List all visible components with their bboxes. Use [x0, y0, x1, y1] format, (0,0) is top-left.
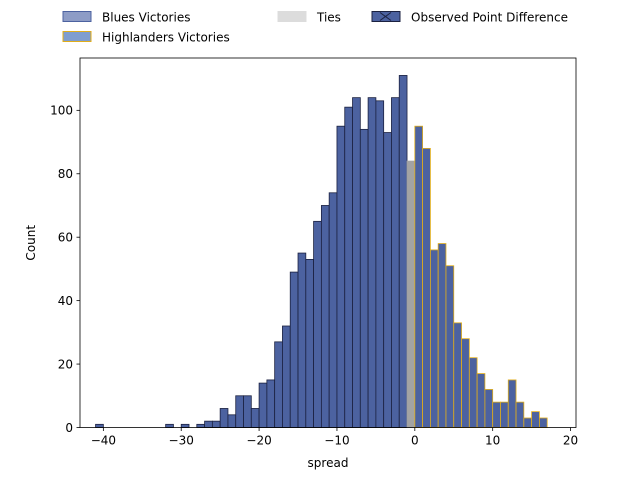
histogram-bar	[165, 423, 174, 428]
histogram-bar	[414, 125, 424, 428]
x-tick-label: −40	[91, 434, 116, 448]
histogram-bar	[344, 106, 353, 428]
y-tick-label: 40	[58, 294, 73, 308]
legend-item: Blues Victories	[62, 10, 190, 24]
histogram-bar	[352, 97, 361, 428]
histogram-bar	[328, 192, 338, 428]
histogram-bar	[476, 373, 486, 428]
histogram-bar	[196, 423, 205, 428]
histogram-bar	[531, 411, 540, 428]
histogram-bar	[250, 408, 260, 428]
histogram-bar	[367, 97, 377, 428]
y-tick-label: 100	[50, 104, 73, 118]
legend-swatch	[62, 11, 92, 22]
y-tick-label: 80	[58, 167, 73, 181]
histogram-bar	[429, 249, 439, 428]
x-tick-label: 20	[563, 434, 578, 448]
histogram-bar	[406, 160, 416, 428]
y-tick-label: 0	[65, 421, 73, 435]
x-tick-label: 0	[411, 434, 419, 448]
legend-swatch	[62, 31, 92, 42]
histogram-bar	[243, 395, 252, 428]
histogram-bar	[297, 252, 307, 428]
y-axis-ticks: 0 20 40 60 80 100	[50, 104, 80, 435]
histogram-bar	[539, 417, 548, 428]
plot-frame	[79, 57, 577, 428]
histogram-bar	[422, 147, 431, 428]
histogram-bar	[437, 243, 447, 428]
histogram-bar	[375, 100, 385, 428]
histogram-bar	[492, 401, 501, 428]
histogram-bar	[507, 379, 517, 428]
histogram-bar	[336, 125, 346, 428]
histogram-bar	[515, 401, 525, 428]
histogram-bar	[235, 395, 244, 428]
legend: Blues Victories Highlanders Victories Ties…	[62, 10, 568, 44]
histogram-bar	[180, 423, 190, 428]
histogram-bar	[274, 341, 283, 428]
histogram-bar	[468, 357, 478, 428]
histogram-bar	[391, 97, 400, 428]
x-tick-label: −20	[246, 434, 271, 448]
y-axis-label: Count	[24, 225, 38, 261]
histogram-bar	[500, 401, 509, 428]
x-tick-label: −10	[324, 434, 349, 448]
legend-label: Blues Victories	[102, 10, 190, 24]
histogram-bar	[398, 75, 408, 428]
y-tick-label: 60	[58, 230, 73, 244]
histogram-bar	[484, 389, 494, 428]
legend-item: Observed Point Difference	[371, 10, 568, 24]
histogram-bar	[359, 128, 369, 428]
legend-item: Highlanders Victories	[62, 30, 230, 44]
histogram-bar	[461, 338, 470, 428]
legend-swatch	[277, 11, 307, 22]
legend-item: Ties	[277, 10, 341, 24]
histogram-bar	[453, 322, 462, 428]
histogram-bar	[282, 325, 291, 428]
x-axis-ticks: −40 −30 −20 −10 0 10 20	[91, 427, 578, 448]
histogram-bar	[445, 265, 455, 428]
histogram-bar	[95, 423, 104, 428]
x-tick-label: −30	[169, 434, 194, 448]
histogram-bar	[289, 271, 299, 428]
histogram-bar	[211, 420, 221, 428]
legend-label: Observed Point Difference	[411, 10, 568, 24]
histogram-bar	[219, 408, 229, 428]
x-tick-label: 10	[485, 434, 500, 448]
x-axis-label: spread	[308, 456, 349, 470]
legend-label: Ties	[316, 10, 341, 24]
histogram-bar	[204, 420, 213, 428]
histogram-bar	[523, 417, 533, 428]
histogram-bar	[313, 220, 322, 428]
y-tick-label: 20	[58, 357, 73, 371]
histogram-bar	[305, 259, 314, 428]
legend-label: Highlanders Victories	[102, 30, 230, 44]
histogram-bar	[320, 205, 330, 428]
histogram-bar	[227, 414, 237, 428]
legend-hatch-mark	[379, 12, 392, 21]
histogram-bar	[258, 382, 268, 428]
histogram-bar	[383, 132, 392, 428]
histogram-bar	[266, 379, 276, 428]
histogram-bars	[95, 75, 548, 428]
